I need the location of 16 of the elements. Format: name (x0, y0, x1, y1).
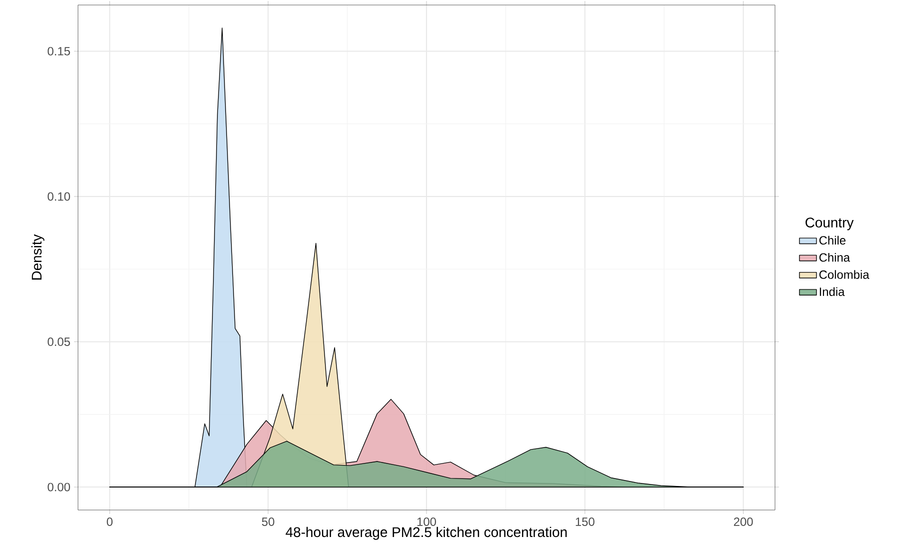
legend-label: Colombia (819, 270, 870, 279)
y-tick-label: 0.10 (48, 192, 70, 201)
x-tick-label: 150 (576, 518, 594, 526)
legend-title: Country (806, 218, 854, 230)
y-tick-label: 0.15 (48, 46, 70, 56)
y-tick-label: 0.05 (48, 338, 70, 346)
x-tick-label: 100 (417, 518, 436, 526)
y-axis-title: Density (31, 234, 44, 280)
x-tick-label: 0 (106, 518, 113, 526)
legend-label: Chile (819, 236, 846, 245)
legend-label: India (820, 287, 845, 296)
legend-label: China (819, 252, 850, 262)
x-tick-label: 200 (734, 518, 753, 526)
x-tick-label: 50 (262, 518, 274, 526)
x-axis-title: 48-hour average PM2.5 kitchen concentration (286, 526, 567, 540)
y-tick-label: 0.00 (48, 482, 70, 492)
